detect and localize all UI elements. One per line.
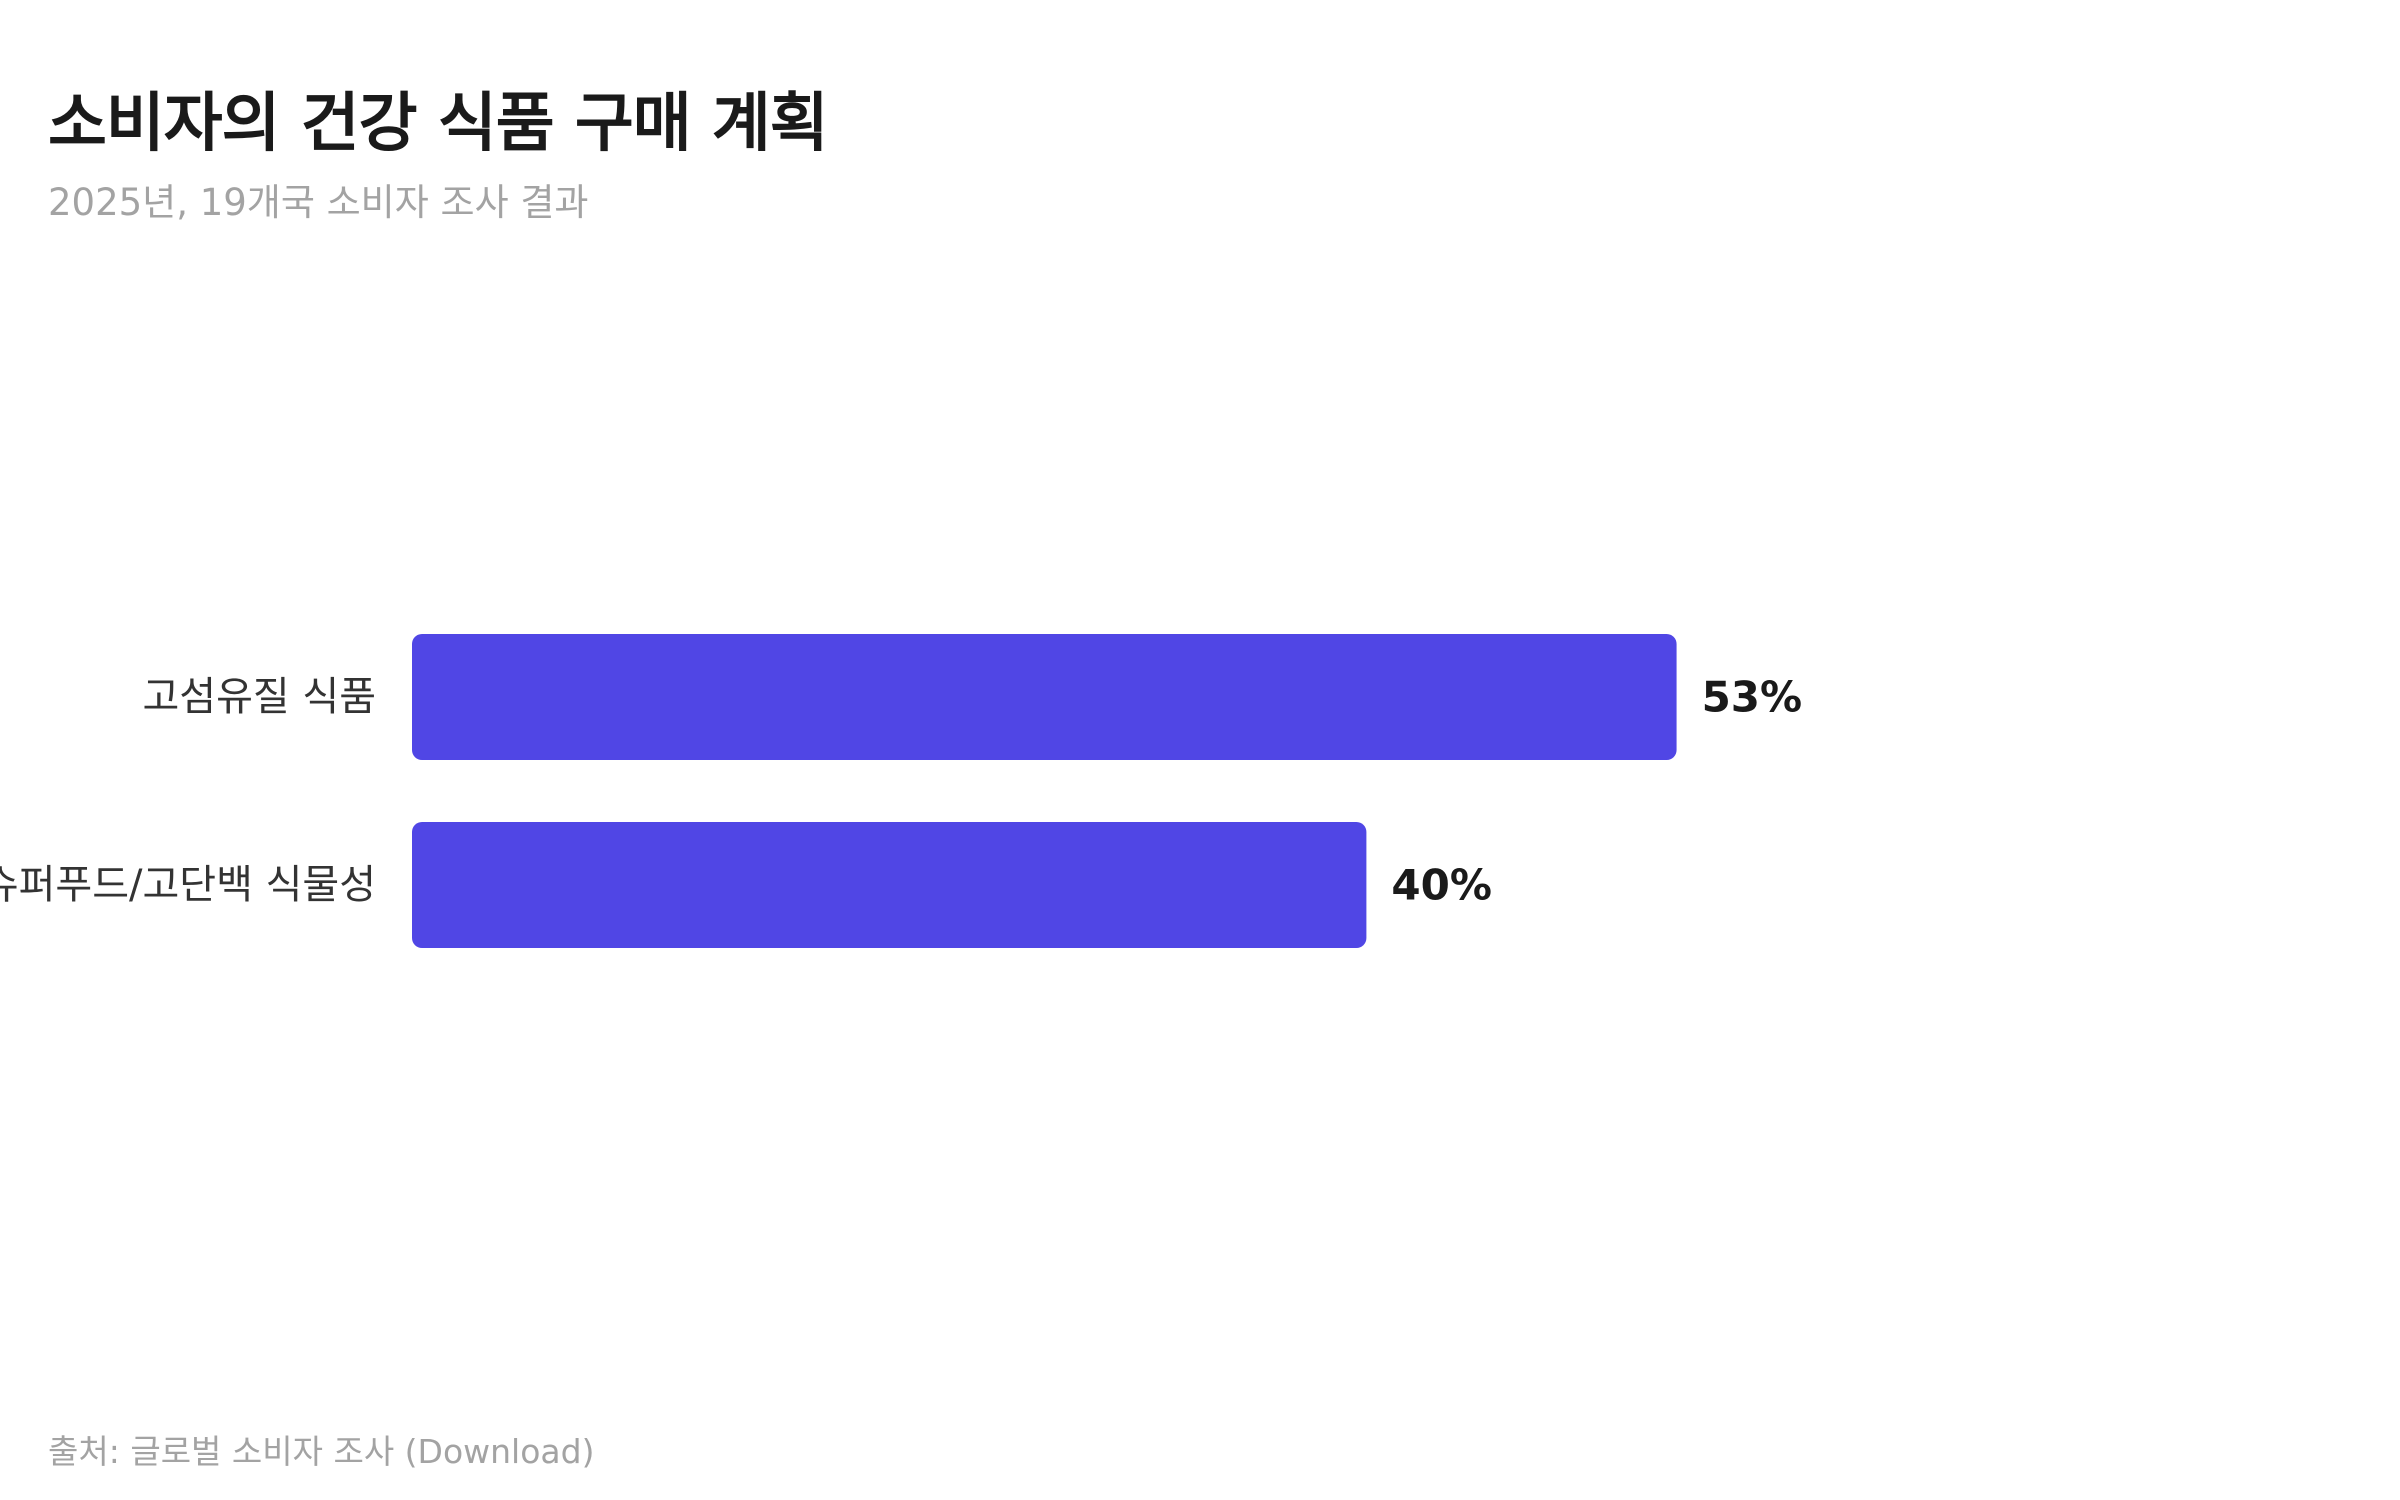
chart-title: 소비자의 건강 식품 구매 계획 — [48, 87, 829, 161]
value-label: 40% — [1391, 861, 1492, 910]
bar — [412, 822, 1367, 948]
chart-subtitle: 2025년, 19개국 소비자 조사 결과 — [48, 181, 589, 224]
value-label: 53% — [1702, 673, 1803, 722]
bar — [412, 634, 1677, 760]
chart-source: 출처: 글로벌 소비자 조사 (Download) — [48, 1432, 595, 1471]
category-label: 고섬유질 식품 — [142, 674, 376, 720]
category-label: 슈퍼푸드/고단백 식물성 — [0, 862, 376, 908]
